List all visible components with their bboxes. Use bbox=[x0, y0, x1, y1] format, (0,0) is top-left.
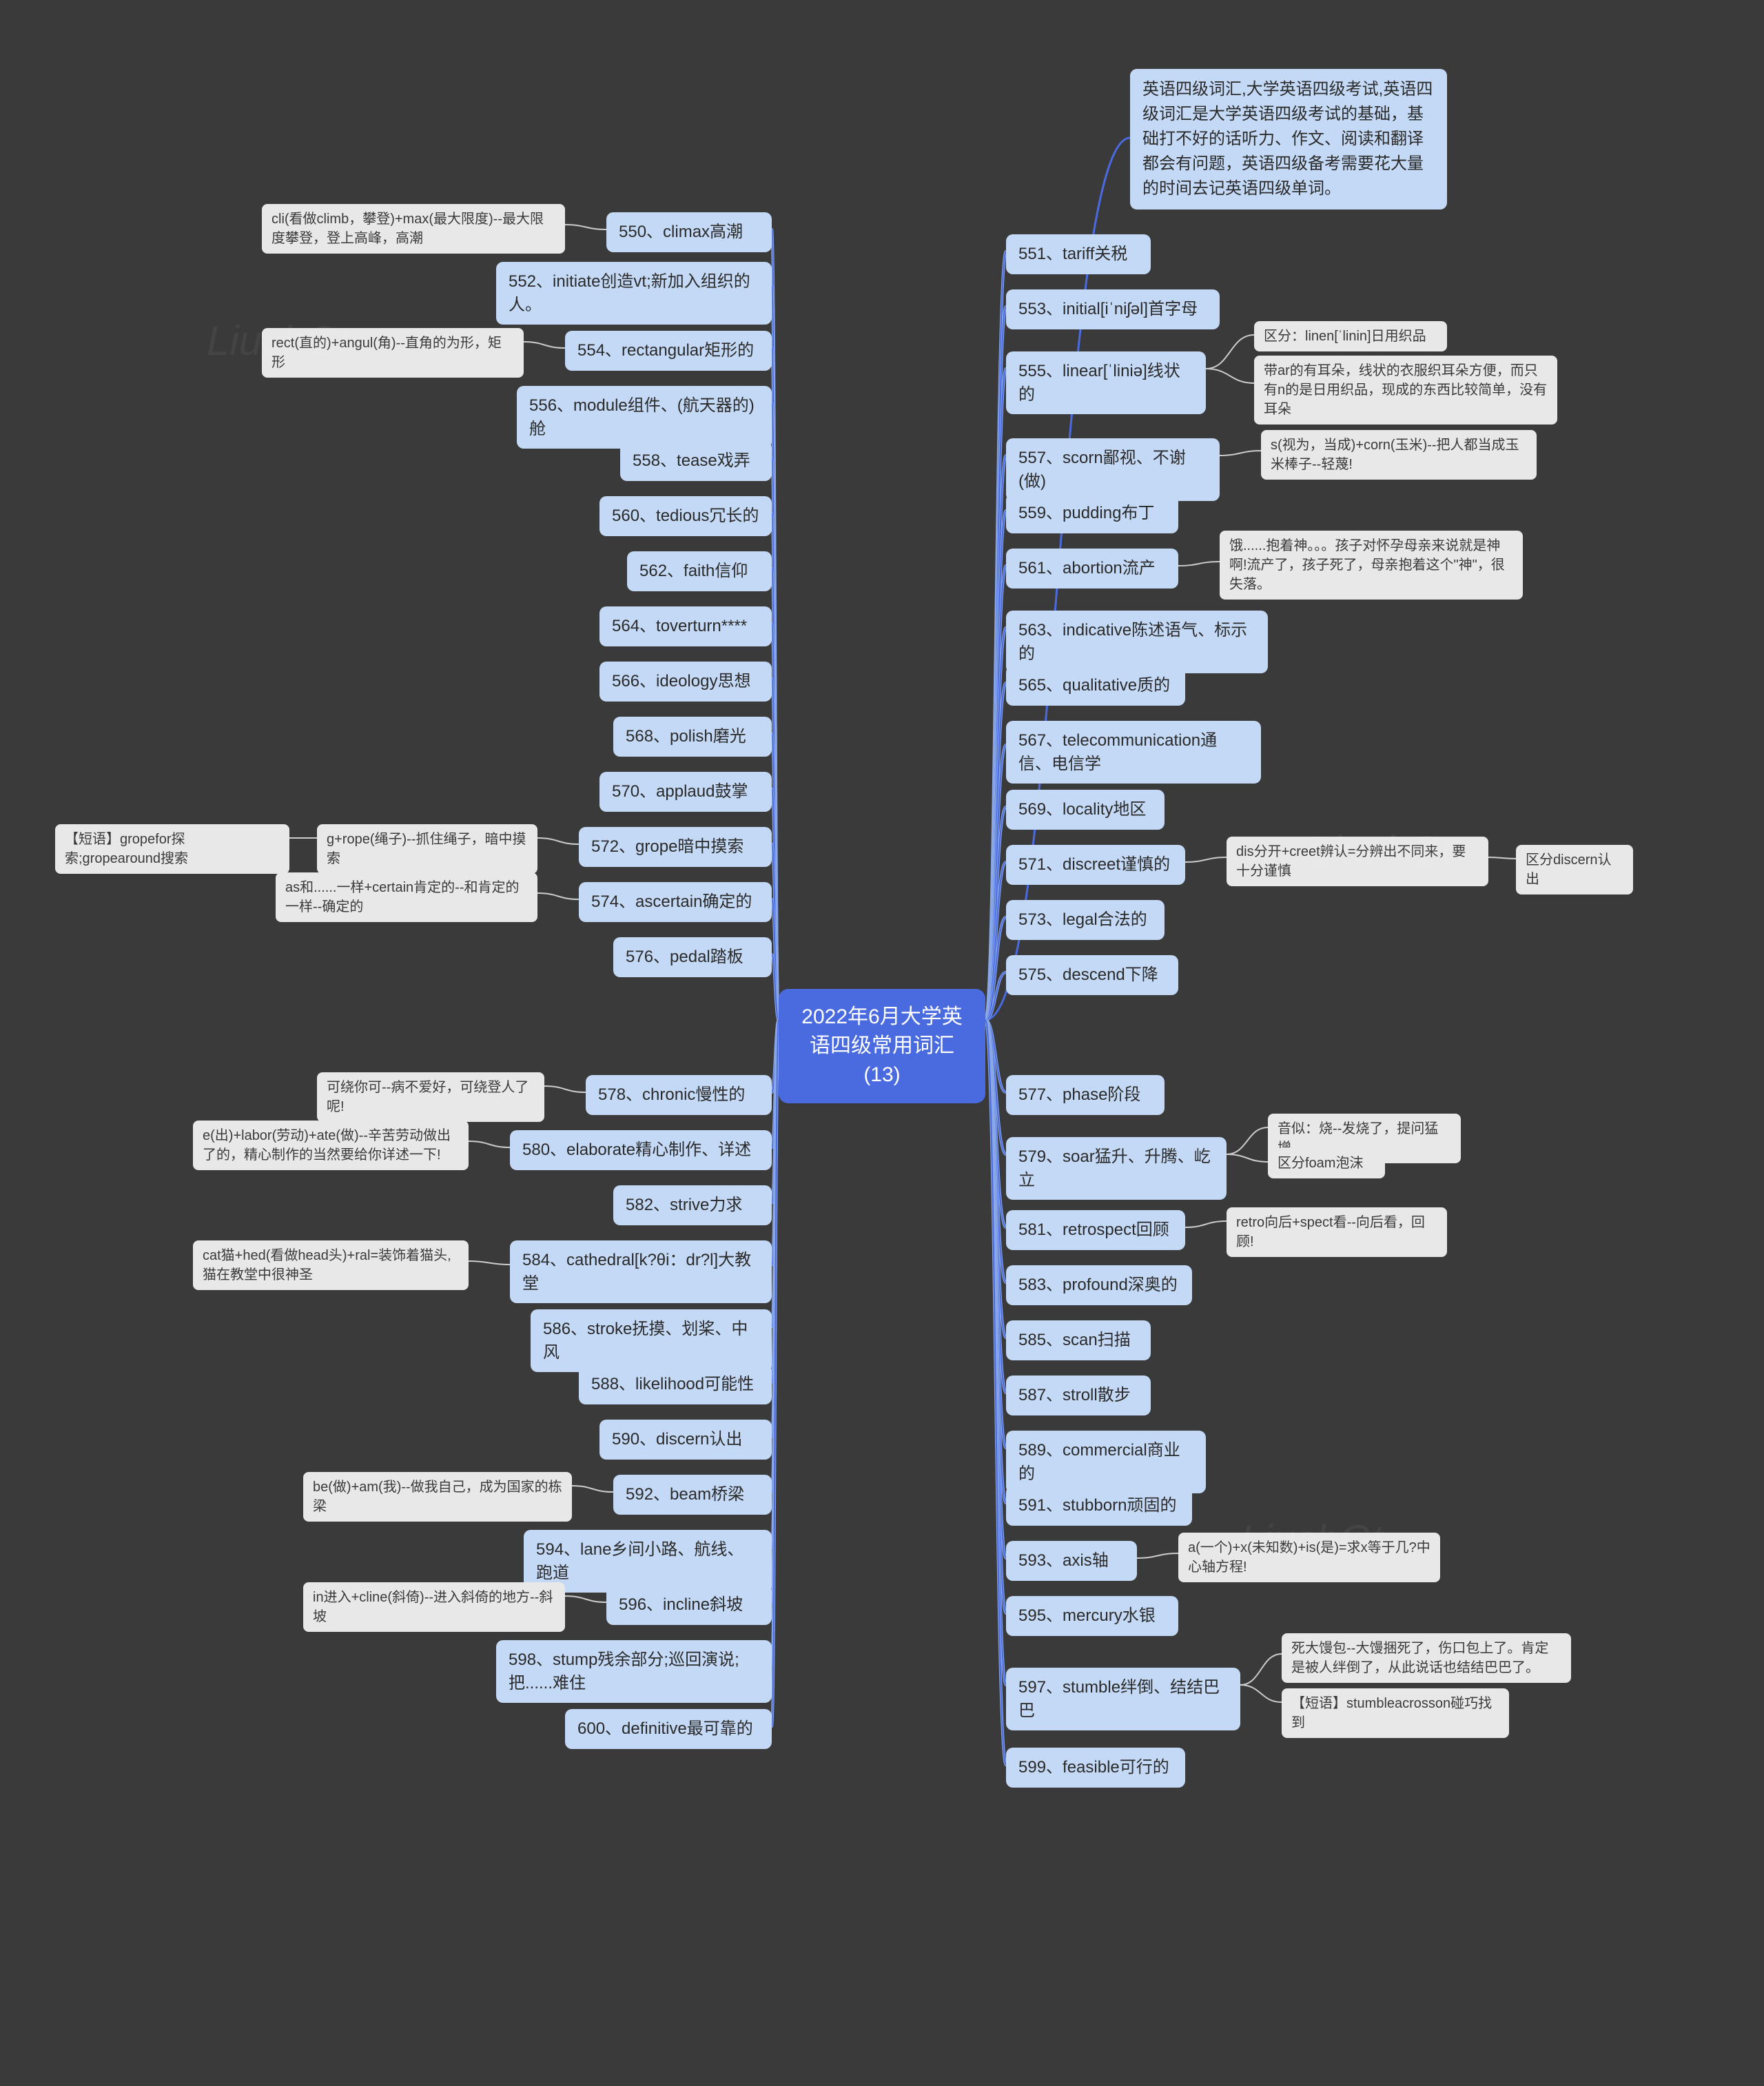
branch-left-24: 598、stump残余部分;巡回演说;把......难住 bbox=[496, 1640, 772, 1703]
intro-text: 英语四级词汇,大学英语四级考试,英语四级词汇是大学英语四级考试的基础，基础打不好… bbox=[1130, 69, 1447, 209]
leaf-right-10-0: dis分开+creet辨认=分辨出不同来，要十分谨慎 bbox=[1227, 837, 1488, 886]
branch-left-15: 580、elaborate精心制作、详述 bbox=[510, 1130, 772, 1170]
branch-left-23: 596、incline斜坡 bbox=[606, 1585, 772, 1625]
leaf-left-23-0: in进入+cline(斜倚)--进入斜倚的地方--斜坡 bbox=[303, 1582, 565, 1632]
branch-left-21: 592、beam桥梁 bbox=[613, 1475, 772, 1515]
branch-left-19: 588、likelihood可能性 bbox=[579, 1364, 772, 1404]
branch-right-18: 587、stroll散步 bbox=[1006, 1376, 1151, 1415]
leaf-left-21-0: be(做)+am(我)--做我自己，成为国家的栋梁 bbox=[303, 1472, 572, 1522]
leaf-right-2-1: 带ar的有耳朵，线状的衣服织耳朵方便，而只有n的是日用织品，现成的东西比较简单，… bbox=[1254, 356, 1557, 425]
leaf-right-23-1: 【短语】stumbleacrosson碰巧找到 bbox=[1282, 1688, 1509, 1738]
branch-right-2: 555、linear[ˈliniə]线状的 bbox=[1006, 351, 1206, 414]
branch-left-25: 600、definitive最可靠的 bbox=[565, 1709, 772, 1749]
leaf-left-12-0: as和......一样+certain肯定的--和肯定的一样--确定的 bbox=[276, 872, 537, 922]
branch-right-13: 577、phase阶段 bbox=[1006, 1075, 1165, 1115]
branch-right-8: 567、telecommunication通信、电信学 bbox=[1006, 721, 1261, 784]
branch-right-20: 591、stubborn顽固的 bbox=[1006, 1486, 1192, 1526]
branch-left-18: 586、stroke抚摸、划桨、中风 bbox=[531, 1309, 772, 1372]
leaf-left-11-0-0: 【短语】gropefor探索;gropearound搜索 bbox=[55, 824, 289, 874]
branch-left-1: 552、initiate创造vt;新加入组织的人。 bbox=[496, 262, 772, 325]
branch-left-3: 556、module组件、(航天器的)舱 bbox=[517, 386, 772, 449]
branch-right-15: 581、retrospect回顾 bbox=[1006, 1210, 1185, 1250]
branch-left-12: 574、ascertain确定的 bbox=[579, 882, 772, 922]
leaf-right-5-0: 饿......抱着神。。。孩子对怀孕母亲来说就是神啊!流产了，孩子死了，母亲抱着… bbox=[1220, 531, 1523, 600]
branch-left-17: 584、cathedral[k?θi：dr?l]大教堂 bbox=[510, 1240, 772, 1303]
branch-right-24: 599、feasible可行的 bbox=[1006, 1748, 1185, 1788]
branch-right-0: 551、tariff关税 bbox=[1006, 234, 1151, 274]
branch-right-21: 593、axis轴 bbox=[1006, 1541, 1137, 1581]
leaf-left-17-0: cat猫+hed(看做head头)+ral=装饰着猫头,猫在教堂中很神圣 bbox=[193, 1240, 469, 1290]
branch-left-4: 558、tease戏弄 bbox=[620, 441, 772, 481]
branch-left-14: 578、chronic慢性的 bbox=[586, 1075, 772, 1115]
leaf-left-14-0: 可绕你可--病不爱好，可绕登人了呢! bbox=[317, 1072, 544, 1122]
branch-right-10: 571、discreet谨慎的 bbox=[1006, 845, 1185, 885]
branch-left-2: 554、rectangular矩形的 bbox=[565, 331, 772, 371]
branch-right-6: 563、indicative陈述语气、标示的 bbox=[1006, 611, 1268, 673]
branch-left-9: 568、polish磨光 bbox=[613, 717, 772, 757]
branch-right-11: 573、legal合法的 bbox=[1006, 900, 1165, 940]
branch-right-17: 585、scan扫描 bbox=[1006, 1320, 1151, 1360]
branch-right-7: 565、qualitative质的 bbox=[1006, 666, 1185, 706]
leaf-left-2-0: rect(直的)+angul(角)--直角的为形，矩形 bbox=[262, 328, 524, 378]
branch-right-12: 575、descend下降 bbox=[1006, 955, 1178, 995]
branch-right-14: 579、soar猛升、升腾、屹立 bbox=[1006, 1137, 1227, 1200]
branch-right-4: 559、pudding布丁 bbox=[1006, 493, 1178, 533]
branch-left-8: 566、ideology思想 bbox=[599, 662, 772, 702]
center-topic: 2022年6月大学英语四级常用词汇(13) bbox=[779, 989, 985, 1103]
branch-right-23: 597、stumble绊倒、结结巴巴 bbox=[1006, 1668, 1240, 1730]
branch-left-20: 590、discern认出 bbox=[599, 1420, 772, 1460]
leaf-right-10-0-0: 区分discern认出 bbox=[1516, 845, 1633, 894]
branch-right-5: 561、abortion流产 bbox=[1006, 549, 1178, 589]
leaf-right-15-0: retro向后+spect看--向后看，回顾! bbox=[1227, 1207, 1447, 1257]
branch-left-6: 562、faith信仰 bbox=[627, 551, 772, 591]
branch-left-11: 572、grope暗中摸索 bbox=[579, 827, 772, 867]
leaf-left-11-0: g+rope(绳子)--抓住绳子，暗中摸索 bbox=[317, 824, 537, 874]
leaf-right-21-0: a(一个)+x(未知数)+is(是)=求x等于几?中心轴方程! bbox=[1178, 1533, 1440, 1582]
branch-right-16: 583、profound深奥的 bbox=[1006, 1265, 1192, 1305]
leaf-right-3-0: s(视为，当成)+corn(玉米)--把人都当成玉米棒子--轻蔑! bbox=[1261, 430, 1537, 480]
branch-left-13: 576、pedal踏板 bbox=[613, 937, 772, 977]
branch-left-16: 582、strive力求 bbox=[613, 1185, 772, 1225]
leaf-right-14-1: 区分foam泡沫 bbox=[1268, 1148, 1385, 1178]
leaf-right-2-0: 区分：linen[ˈlinin]日用织品 bbox=[1254, 321, 1447, 351]
branch-left-0: 550、climax高潮 bbox=[606, 212, 772, 252]
branch-left-7: 564、toverturn**** bbox=[599, 606, 772, 646]
branch-right-3: 557、scorn鄙视、不谢(做) bbox=[1006, 438, 1220, 501]
leaf-left-0-0: cli(看做climb，攀登)+max(最大限度)--最大限度攀登，登上高峰，高… bbox=[262, 204, 565, 254]
branch-right-19: 589、commercial商业的 bbox=[1006, 1431, 1206, 1493]
branch-left-10: 570、applaud鼓掌 bbox=[599, 772, 772, 812]
branch-right-1: 553、initial[iˈniʃəl]首字母 bbox=[1006, 289, 1220, 329]
leaf-left-15-0: e(出)+labor(劳动)+ate(做)--辛苦劳动做出了的，精心制作的当然要… bbox=[193, 1121, 469, 1170]
leaf-right-23-0: 死大馒包--大馒捆死了，伤口包上了。肯定是被人绊倒了，从此说话也结结巴巴了。 bbox=[1282, 1633, 1571, 1683]
branch-right-9: 569、locality地区 bbox=[1006, 790, 1165, 830]
branch-left-5: 560、tedious冗长的 bbox=[599, 496, 772, 536]
branch-right-22: 595、mercury水银 bbox=[1006, 1596, 1178, 1636]
